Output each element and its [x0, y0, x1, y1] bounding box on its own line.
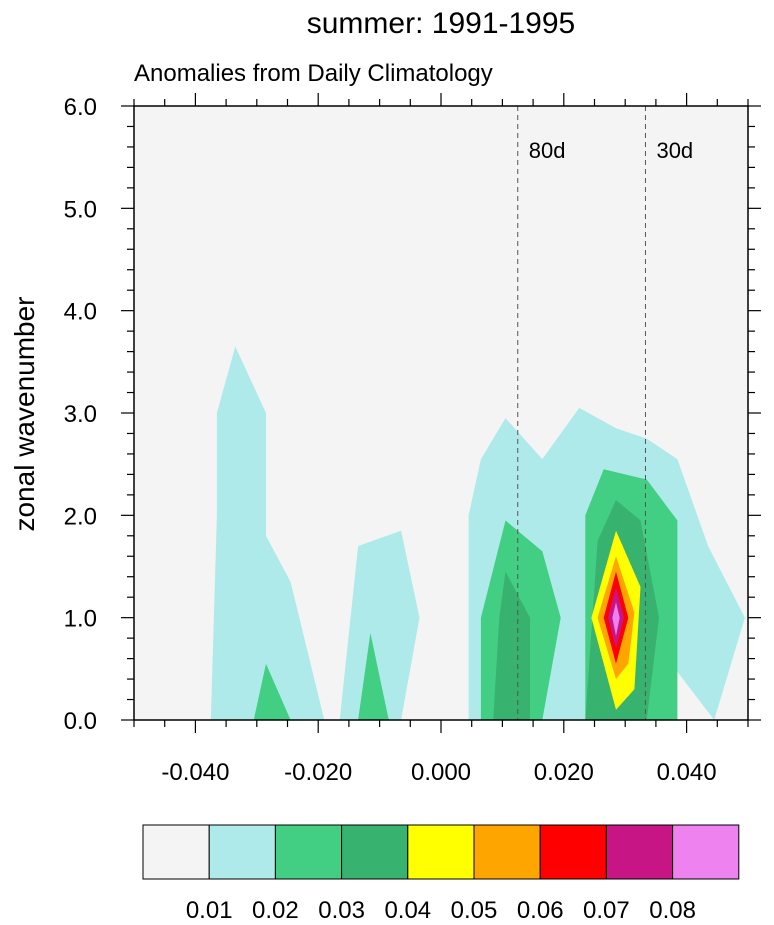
colorbar-swatch-7	[605, 824, 674, 880]
y-axis-label: zonal wavenumber	[9, 296, 40, 531]
plot-area: 80d 30d -0.040 -0.020 0.000 0.020 0.040 0.0 1.0…	[64, 93, 761, 786]
chart-title: summer: 1991-1995	[307, 7, 575, 40]
colorbar-swatch-1	[208, 824, 276, 880]
axis-ticks: -0.040 -0.020 0.000 0.020 0.040 0.0 1.0 2.0 3.0 4…	[64, 93, 761, 786]
colorbar: 0.01 0.02 0.03 0.04 0.05 0.06 0.07 0.08	[142, 824, 740, 924]
contours-layer	[210, 346, 745, 720]
colorbar-label: 0.01	[186, 897, 233, 924]
x-tick-label: 0.000	[411, 759, 471, 786]
colorbar-label: 0.03	[318, 897, 365, 924]
colorbar-label: 0.04	[384, 897, 431, 924]
contour-region-4	[358, 633, 389, 720]
colorbar-swatch-3	[341, 824, 409, 880]
x-tick-label: 0.040	[657, 759, 717, 786]
colorbar-label: 0.08	[649, 897, 696, 924]
y-tick-label: 0.0	[64, 708, 97, 735]
colorbar-swatch-5	[473, 824, 541, 880]
reference-line-label-30d: 30d	[656, 138, 693, 163]
y-tick-label: 5.0	[64, 196, 97, 223]
contour-region-13	[612, 602, 620, 637]
contour-region-7	[493, 571, 530, 720]
colorbar-label: 0.02	[252, 897, 299, 924]
colorbar-swatch-2	[274, 824, 343, 880]
chart-subtitle: Anomalies from Daily Climatology	[134, 60, 493, 87]
colorbar-swatch-8	[672, 824, 740, 880]
colorbar-swatch-4	[407, 824, 475, 880]
y-tick-label: 4.0	[64, 299, 97, 326]
y-tick-label: 3.0	[64, 401, 97, 428]
reference-line-label-80d: 80d	[529, 138, 566, 163]
colorbar-label: 0.05	[451, 897, 498, 924]
colorbar-label: 0.07	[583, 897, 630, 924]
contour-region-3	[253, 663, 291, 720]
reference-lines: 80d 30d	[517, 106, 693, 720]
contour-region-0	[210, 346, 325, 720]
contour-region-1	[339, 530, 420, 720]
y-tick-label: 2.0	[64, 503, 97, 530]
colorbar-swatch-0	[142, 824, 210, 880]
x-tick-label: -0.040	[161, 759, 229, 786]
colorbar-swatch-6	[539, 824, 607, 880]
y-tick-label: 6.0	[64, 94, 97, 121]
colorbar-label: 0.06	[517, 897, 564, 924]
x-tick-label: 0.020	[534, 759, 594, 786]
y-tick-label: 1.0	[64, 606, 97, 633]
x-tick-label: -0.020	[284, 759, 352, 786]
